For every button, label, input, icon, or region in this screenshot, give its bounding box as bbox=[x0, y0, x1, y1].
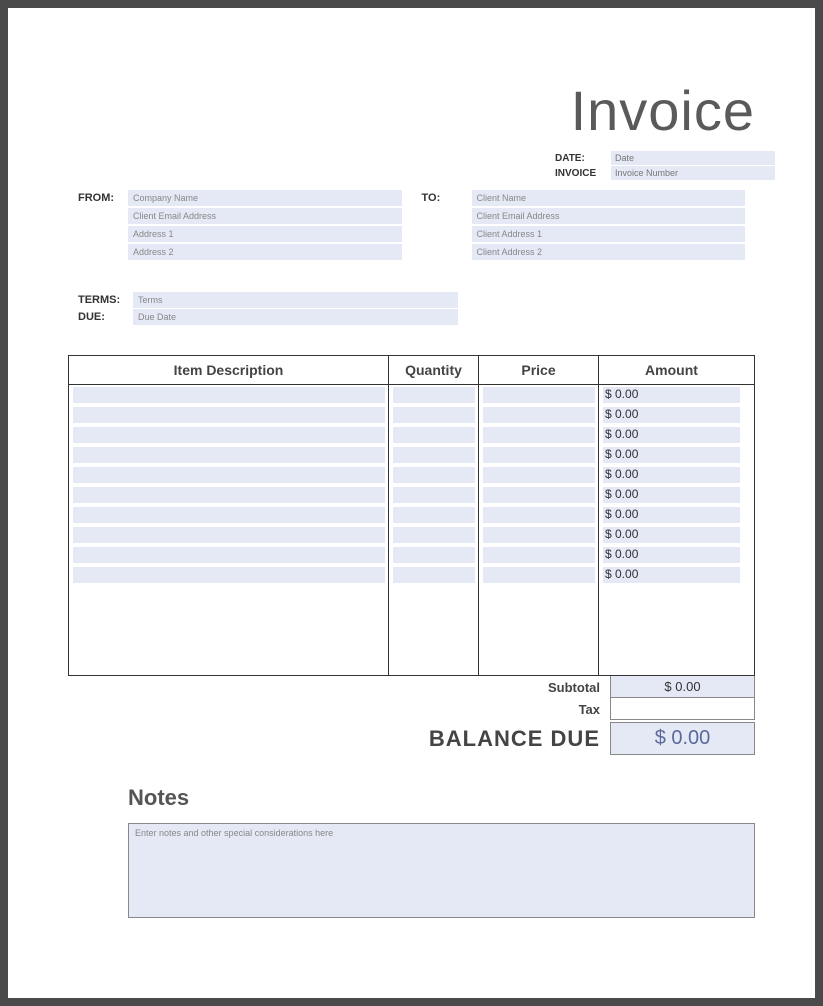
invoice-number-label: INVOICE bbox=[555, 168, 611, 179]
notes-block: Notes Enter notes and other special cons… bbox=[128, 785, 755, 918]
table-row: $ 0.00 bbox=[69, 445, 754, 465]
subtotal-value: $ 0.00 bbox=[610, 676, 755, 698]
item-amount: $ 0.00 bbox=[599, 485, 744, 505]
item-quantity[interactable] bbox=[389, 565, 479, 585]
item-quantity[interactable] bbox=[389, 545, 479, 565]
item-price[interactable] bbox=[479, 505, 599, 525]
table-row: $ 0.00 bbox=[69, 385, 754, 405]
from-label: FROM: bbox=[78, 190, 128, 262]
terms-block: TERMS: Terms DUE: Due Date bbox=[78, 292, 458, 325]
to-name-field[interactable]: Client Name bbox=[472, 190, 746, 206]
due-label: DUE: bbox=[78, 311, 133, 323]
item-description[interactable] bbox=[69, 485, 389, 505]
item-description[interactable] bbox=[69, 545, 389, 565]
item-amount: $ 0.00 bbox=[599, 565, 744, 585]
item-amount: $ 0.00 bbox=[599, 425, 744, 445]
item-amount: $ 0.00 bbox=[599, 525, 744, 545]
items-header: Item Description Quantity Price Amount bbox=[69, 356, 754, 385]
tax-label: Tax bbox=[410, 702, 610, 717]
from-party: FROM: Company Name Client Email Address … bbox=[78, 190, 402, 262]
item-description[interactable] bbox=[69, 445, 389, 465]
subtotal-label: Subtotal bbox=[410, 680, 610, 695]
item-amount: $ 0.00 bbox=[599, 385, 744, 405]
item-quantity[interactable] bbox=[389, 485, 479, 505]
header-price: Price bbox=[479, 356, 599, 384]
table-row: $ 0.00 bbox=[69, 465, 754, 485]
items-table: Item Description Quantity Price Amount $… bbox=[68, 355, 755, 676]
table-row: $ 0.00 bbox=[69, 405, 754, 425]
table-row: $ 0.00 bbox=[69, 545, 754, 565]
item-description[interactable] bbox=[69, 385, 389, 405]
item-price[interactable] bbox=[479, 405, 599, 425]
item-description[interactable] bbox=[69, 525, 389, 545]
item-price[interactable] bbox=[479, 445, 599, 465]
item-description[interactable] bbox=[69, 405, 389, 425]
from-email-field[interactable]: Client Email Address bbox=[128, 208, 402, 224]
table-row: $ 0.00 bbox=[69, 565, 754, 585]
date-field[interactable]: Date bbox=[611, 151, 775, 165]
table-row: $ 0.00 bbox=[69, 525, 754, 545]
item-price[interactable] bbox=[479, 485, 599, 505]
item-quantity[interactable] bbox=[389, 525, 479, 545]
table-row: $ 0.00 bbox=[69, 505, 754, 525]
item-quantity[interactable] bbox=[389, 465, 479, 485]
table-row: $ 0.00 bbox=[69, 485, 754, 505]
item-price[interactable] bbox=[479, 425, 599, 445]
item-description[interactable] bbox=[69, 505, 389, 525]
balance-label: BALANCE DUE bbox=[410, 726, 610, 752]
to-label: TO: bbox=[422, 190, 472, 262]
balance-value: $ 0.00 bbox=[610, 722, 755, 755]
item-amount: $ 0.00 bbox=[599, 445, 744, 465]
notes-textarea[interactable]: Enter notes and other special considerat… bbox=[128, 823, 755, 918]
terms-label: TERMS: bbox=[78, 294, 133, 306]
item-quantity[interactable] bbox=[389, 445, 479, 465]
page-title: Invoice bbox=[28, 78, 795, 143]
from-address1-field[interactable]: Address 1 bbox=[128, 226, 402, 242]
item-description[interactable] bbox=[69, 425, 389, 445]
item-price[interactable] bbox=[479, 565, 599, 585]
due-field[interactable]: Due Date bbox=[133, 309, 458, 325]
date-label: DATE: bbox=[555, 153, 611, 164]
to-address2-field[interactable]: Client Address 2 bbox=[472, 244, 746, 260]
item-quantity[interactable] bbox=[389, 385, 479, 405]
item-quantity[interactable] bbox=[389, 425, 479, 445]
item-price[interactable] bbox=[479, 385, 599, 405]
header-description: Item Description bbox=[69, 356, 389, 384]
from-company-field[interactable]: Company Name bbox=[128, 190, 402, 206]
item-amount: $ 0.00 bbox=[599, 405, 744, 425]
item-amount: $ 0.00 bbox=[599, 465, 744, 485]
item-quantity[interactable] bbox=[389, 505, 479, 525]
item-amount: $ 0.00 bbox=[599, 505, 744, 525]
to-address1-field[interactable]: Client Address 1 bbox=[472, 226, 746, 242]
item-quantity[interactable] bbox=[389, 405, 479, 425]
invoice-page: Invoice DATE: Date INVOICE Invoice Numbe… bbox=[8, 8, 815, 998]
item-price[interactable] bbox=[479, 525, 599, 545]
parties-block: FROM: Company Name Client Email Address … bbox=[78, 190, 745, 262]
totals-block: Subtotal $ 0.00 Tax BALANCE DUE $ 0.00 bbox=[410, 676, 755, 755]
notes-title: Notes bbox=[128, 785, 755, 811]
items-body: $ 0.00$ 0.00$ 0.00$ 0.00$ 0.00$ 0.00$ 0.… bbox=[69, 385, 754, 585]
table-row: $ 0.00 bbox=[69, 425, 754, 445]
tax-value[interactable] bbox=[610, 698, 755, 720]
item-price[interactable] bbox=[479, 465, 599, 485]
header-amount: Amount bbox=[599, 356, 744, 384]
to-email-field[interactable]: Client Email Address bbox=[472, 208, 746, 224]
invoice-number-field[interactable]: Invoice Number bbox=[611, 166, 775, 180]
item-description[interactable] bbox=[69, 465, 389, 485]
header-quantity: Quantity bbox=[389, 356, 479, 384]
meta-block: DATE: Date INVOICE Invoice Number bbox=[555, 151, 775, 180]
item-amount: $ 0.00 bbox=[599, 545, 744, 565]
item-price[interactable] bbox=[479, 545, 599, 565]
to-party: TO: Client Name Client Email Address Cli… bbox=[422, 190, 746, 262]
items-padding bbox=[69, 585, 754, 675]
terms-field[interactable]: Terms bbox=[133, 292, 458, 308]
item-description[interactable] bbox=[69, 565, 389, 585]
from-address2-field[interactable]: Address 2 bbox=[128, 244, 402, 260]
